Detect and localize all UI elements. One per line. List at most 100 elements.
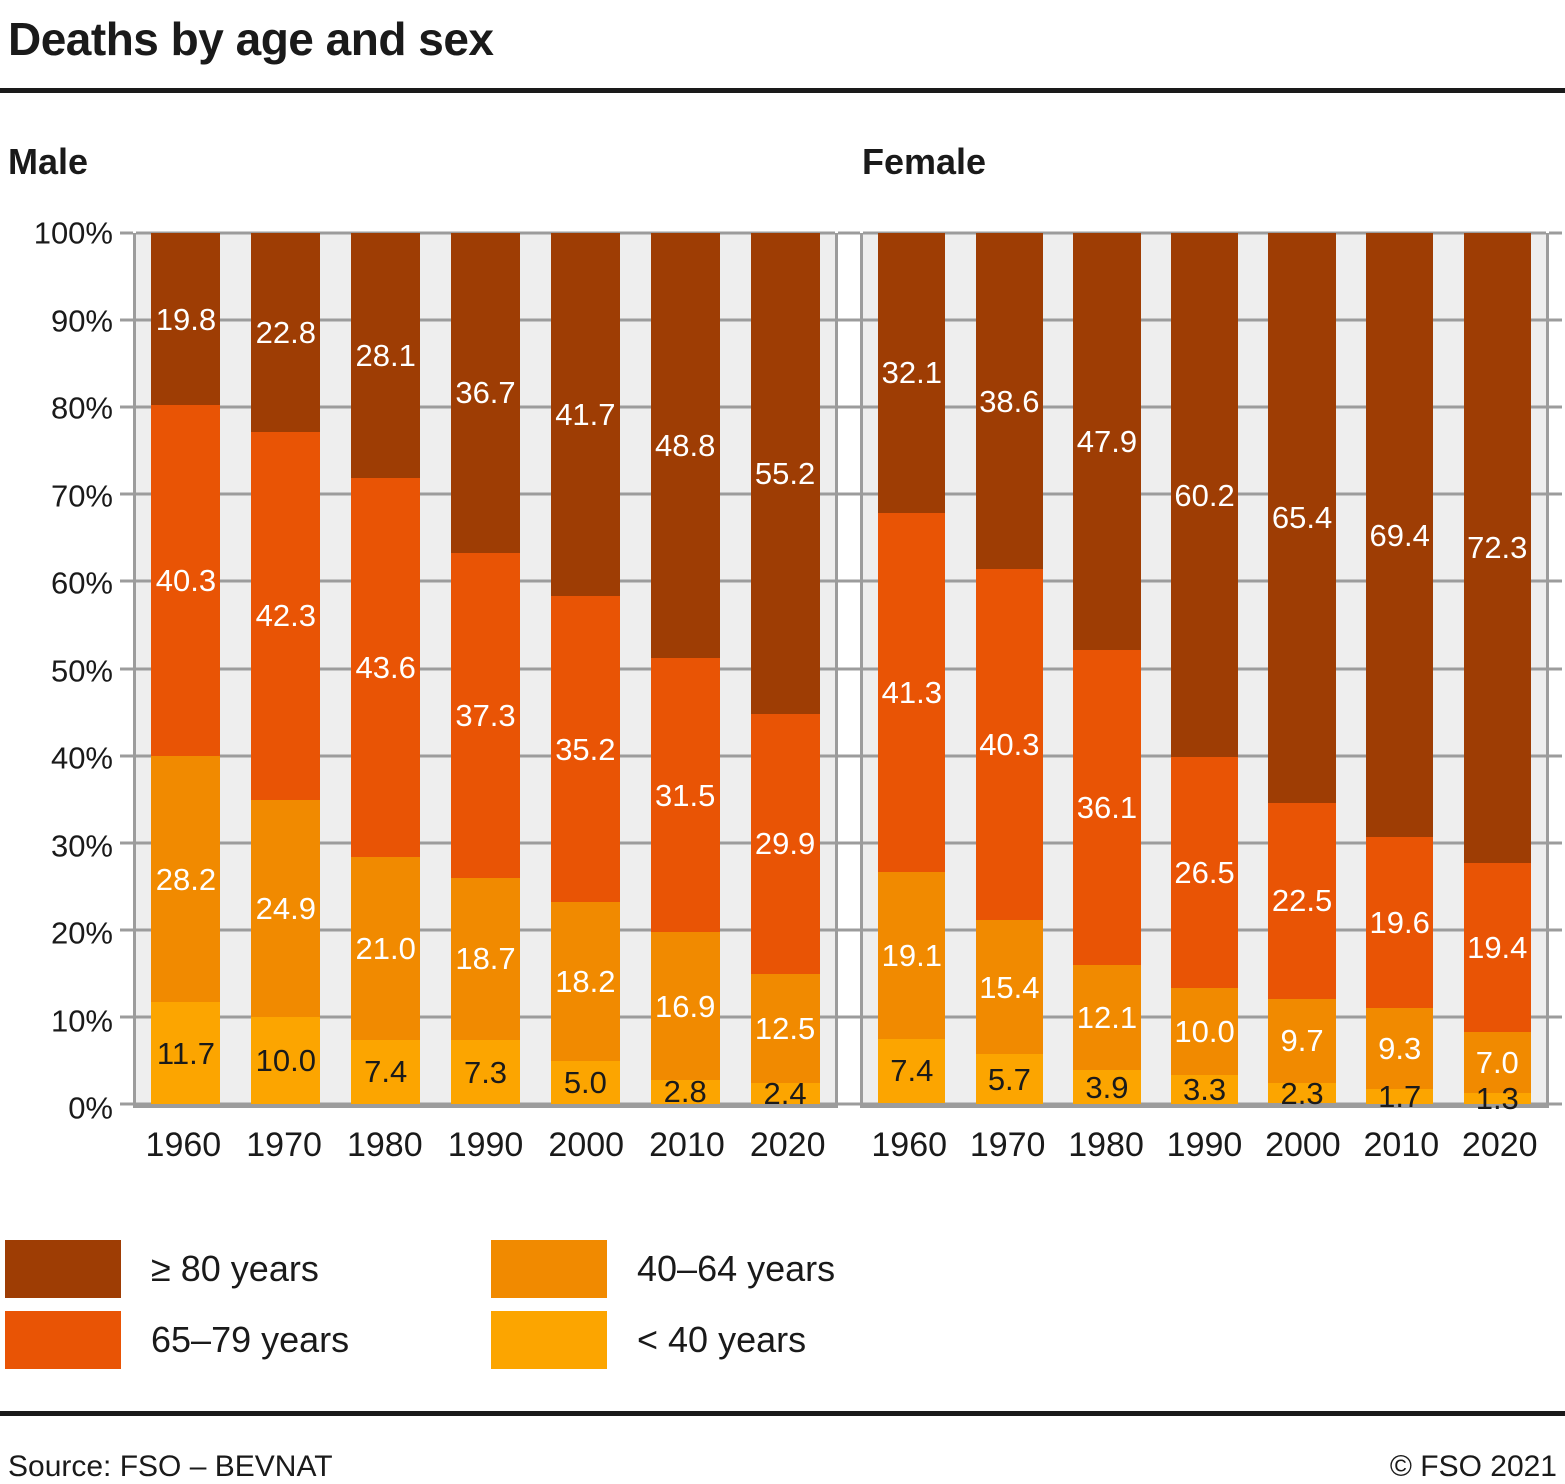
segment-value-label: 31.5 — [655, 777, 716, 813]
axis-tick — [1549, 405, 1562, 409]
x-axis-label: 1960 — [871, 1126, 948, 1164]
stacked-bar: 47.9 36.1 12.1 3.9 — [1073, 233, 1141, 1104]
stacked-bar: 72.3 19.4 7.0 1.3 — [1463, 233, 1531, 1114]
gridline — [136, 1102, 835, 1106]
axis-tick — [1549, 579, 1562, 583]
segment-value-label: 38.6 — [979, 383, 1040, 419]
bar-column-male-2020: 55.2 29.9 12.5 2.4 — [735, 233, 835, 1109]
x-axis-label: 1980 — [1068, 1126, 1144, 1164]
bar-segment: 9.7 — [1268, 998, 1336, 1084]
axis-tick — [1549, 754, 1562, 758]
axis-tick — [838, 231, 851, 235]
axis-tick — [838, 1102, 851, 1106]
axis-tick — [120, 1102, 133, 1106]
y-axis-label: 80% — [50, 390, 113, 426]
axis-tick — [847, 667, 860, 670]
segment-value-label: 55.2 — [754, 455, 816, 491]
stacked-bar: 36.7 37.3 18.7 7.3 — [451, 233, 520, 1104]
segment-value-label: 2.4 — [763, 1076, 807, 1112]
legend-label: < 40 years — [637, 1319, 807, 1360]
bar-segment: 69.4 — [1366, 233, 1434, 838]
segment-value-label: 18.7 — [455, 941, 516, 977]
segment-value-label: 65.4 — [1271, 500, 1333, 536]
axis-tick — [1549, 318, 1562, 322]
bar-segment: 18.2 — [550, 902, 620, 1061]
axis-tick — [838, 667, 851, 670]
bar-segment: 2.3 — [1268, 1078, 1336, 1109]
copyright-text: © FSO 2021 — [1389, 1450, 1557, 1483]
axis-tick — [120, 405, 133, 409]
x-axis-label: 2010 — [649, 1126, 725, 1164]
stacked-bar: 19.8 40.3 28.2 11.7 — [151, 233, 221, 1104]
x-axis-label: 1990 — [447, 1126, 524, 1164]
x-axis-label: 1970 — [969, 1126, 1046, 1164]
bar-segment: 22.8 — [251, 233, 321, 432]
segment-value-label: 7.4 — [364, 1054, 408, 1090]
bar-column-male-1960: 19.8 40.3 28.2 11.7 — [136, 233, 236, 1104]
segment-value-label: 22.5 — [1271, 883, 1333, 919]
segment-value-label: 28.1 — [355, 337, 416, 373]
legend-column-1: ≥ 80 years 65–79 years — [5, 1240, 491, 1369]
bar-segment: 40.3 — [151, 405, 221, 757]
bar-segment: 7.4 — [878, 1038, 946, 1104]
bar-segment: 47.9 — [1073, 233, 1141, 651]
male-chart-group: 19.8 40.3 28.2 11.7 22.8 42.3 24.9 10.0 28.1 43.6… — [120, 231, 851, 1188]
male-chart: 19.8 40.3 28.2 11.7 22.8 42.3 24.9 10.0 28.1 43.6… — [120, 231, 851, 1110]
source-text: Source: FSO – BEVNAT — [8, 1450, 333, 1483]
bar-segment: 43.6 — [351, 477, 421, 857]
bar-segment: 41.3 — [878, 512, 946, 873]
bar-column-male-1990: 36.7 37.3 18.7 7.3 — [436, 233, 536, 1104]
axis-tick — [1549, 841, 1562, 845]
segment-value-label: 43.6 — [355, 649, 416, 685]
bar-segment: 29.9 — [750, 713, 820, 975]
bar-segment: 19.8 — [151, 233, 221, 406]
x-axis-label: 2000 — [1265, 1126, 1341, 1164]
bar-column-male-2010: 48.8 31.5 16.9 2.8 — [635, 233, 735, 1110]
y-axis-label: 0% — [68, 1090, 113, 1126]
bar-segment: 1.3 — [1463, 1083, 1531, 1114]
legend-label: 65–79 years — [151, 1319, 350, 1360]
bar-segment: 60.2 — [1170, 233, 1239, 758]
segment-value-label: 5.7 — [987, 1061, 1031, 1097]
segment-value-label: 41.3 — [881, 674, 942, 710]
bar-segment: 16.9 — [650, 932, 720, 1080]
axis-tick — [1549, 928, 1562, 932]
stacked-bar: 28.1 43.6 21.0 7.4 — [351, 233, 421, 1104]
axis-tick — [847, 1102, 860, 1106]
female-chart: 32.1 41.3 19.1 7.4 38.6 40.3 15.4 5.7 47.9 36.1 12… — [847, 231, 1562, 1114]
x-axis-label: 2010 — [1363, 1126, 1440, 1164]
female-x-axis: 1960 1970 1980 1990 2000 2010 2020 — [860, 1128, 1549, 1188]
y-axis-label: 50% — [50, 653, 113, 688]
stacked-bar: 41.7 35.2 18.2 5.0 — [550, 233, 620, 1104]
axis-tick — [120, 754, 133, 758]
bar-segment: 10.0 — [251, 1016, 321, 1104]
segment-value-label: 10.0 — [1174, 1014, 1235, 1050]
bar-column-female-2010: 69.4 19.6 9.3 1.7 — [1351, 233, 1449, 1112]
segment-value-label: 19.1 — [881, 937, 942, 973]
segment-value-label: 15.4 — [979, 969, 1040, 1005]
bar-segment: 42.3 — [251, 431, 321, 800]
bar-column-female-1990: 60.2 26.5 10.0 3.3 — [1156, 233, 1254, 1105]
bar-segment: 3.3 — [1170, 1074, 1239, 1105]
legend-swatch — [491, 1311, 607, 1369]
segment-value-label: 7.4 — [890, 1053, 934, 1089]
axis-tick — [120, 667, 133, 670]
axis-tick — [120, 492, 133, 496]
bar-segment: 2.4 — [750, 1078, 820, 1109]
axis-tick — [838, 318, 851, 322]
segment-value-label: 2.8 — [663, 1074, 707, 1110]
footer-divider — [0, 1411, 1565, 1416]
title-divider — [0, 88, 1565, 93]
axis-tick — [847, 492, 860, 496]
axis-tick — [847, 928, 860, 932]
bar-segment: 28.1 — [351, 233, 421, 478]
bar-segment: 31.5 — [650, 658, 720, 933]
axis-tick — [1549, 1015, 1562, 1019]
legend: ≥ 80 years 65–79 years 40–64 years < 40 ye… — [5, 1240, 1565, 1369]
axis-tick — [120, 928, 133, 932]
axis-tick — [838, 492, 851, 496]
axis-tick — [847, 841, 860, 845]
bar-segment: 21.0 — [351, 856, 421, 1040]
legend-column-2: 40–64 years < 40 years — [491, 1240, 835, 1369]
legend-label: 40–64 years — [637, 1248, 836, 1289]
